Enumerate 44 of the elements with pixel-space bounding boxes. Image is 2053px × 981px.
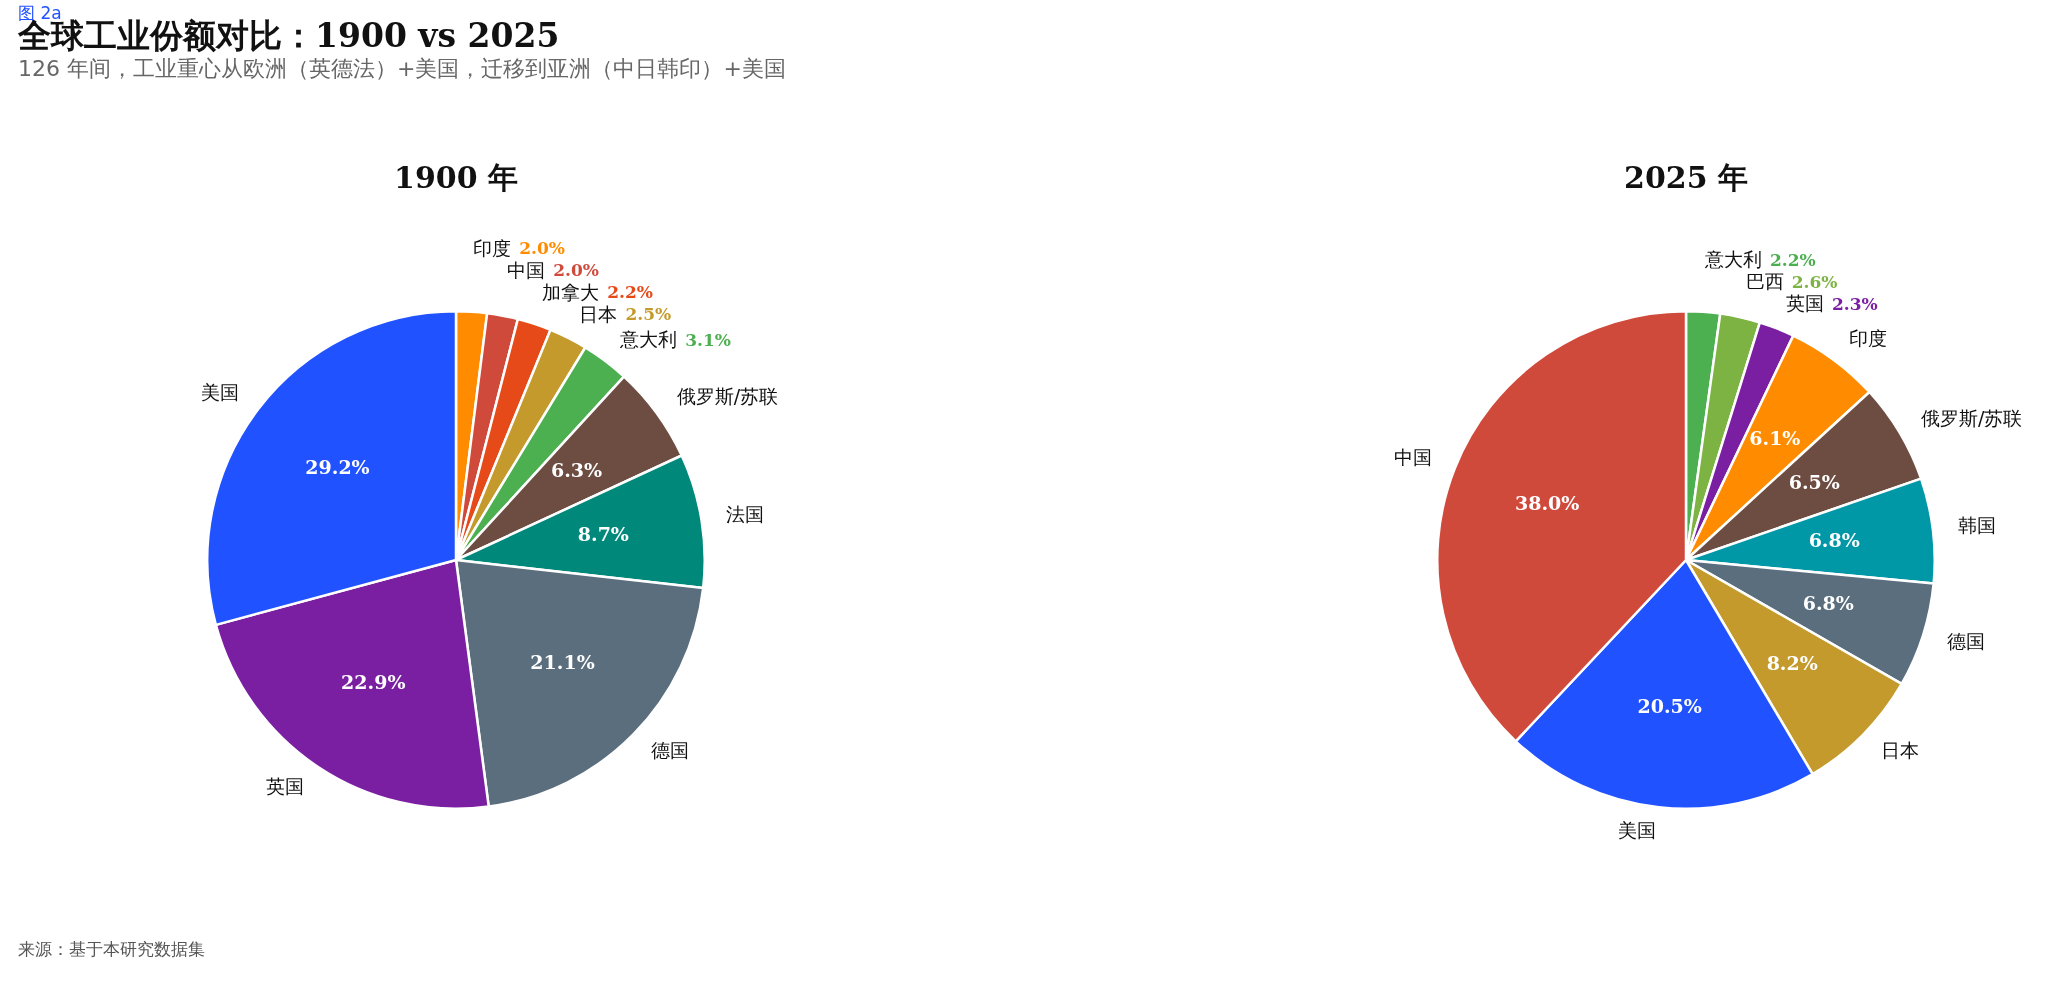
slice-label: 英国 — [266, 774, 305, 797]
slice-label: 中国 — [507, 258, 546, 281]
slice-label: 英国 — [1785, 292, 1824, 315]
slice-label: 德国 — [651, 738, 690, 761]
slice-label: 中国 — [1393, 446, 1432, 469]
data-label: 2.2% — [607, 282, 653, 303]
data-label: 6.8% — [1808, 529, 1860, 552]
slice-label: 法国 — [726, 503, 765, 526]
slice-label: 俄罗斯/苏联 — [1921, 406, 2023, 429]
chart-title: 2025 年 — [1624, 159, 1748, 195]
data-label: 2.5% — [625, 304, 672, 325]
data-label: 6.1% — [1749, 427, 1801, 450]
slice-label: 日本 — [1880, 739, 1919, 762]
data-label: 2.6% — [1791, 271, 1838, 292]
data-label: 29.2% — [305, 456, 370, 479]
chart-title: 1900 年 — [394, 159, 518, 195]
data-label: 3.1% — [685, 329, 732, 350]
slice-label: 日本 — [579, 302, 618, 325]
data-label: 22.9% — [341, 671, 406, 694]
slice-label: 印度 — [1848, 327, 1887, 350]
data-label: 38.0% — [1515, 491, 1580, 514]
data-label: 21.1% — [530, 651, 595, 674]
slice-label: 巴西 — [1745, 270, 1784, 293]
data-label: 6.3% — [550, 458, 603, 481]
slice-label: 俄罗斯/苏联 — [676, 385, 779, 408]
slice-label: 印度 — [473, 236, 512, 259]
data-label: 20.5% — [1637, 695, 1702, 718]
data-label: 2.0% — [553, 260, 600, 281]
data-label: 6.5% — [1788, 470, 1840, 493]
data-label: 6.8% — [1802, 592, 1854, 615]
slice-label: 加拿大 — [542, 280, 600, 303]
slice-label: 美国 — [200, 380, 239, 403]
slice-label: 美国 — [1617, 818, 1656, 841]
data-label: 8.7% — [577, 523, 629, 546]
slice-label: 意大利 — [1703, 248, 1762, 271]
data-label: 2.2% — [1769, 249, 1816, 270]
data-label: 2.0% — [519, 238, 565, 259]
text: 126 年间，工业重心从欧洲（英德法）+美国，迁移到亚洲（中日韩印）+美国 — [18, 55, 786, 83]
slice-label: 德国 — [1946, 629, 1985, 652]
slice-label: 韩国 — [1957, 514, 1996, 537]
slice-label: 意大利 — [619, 328, 678, 351]
source-note: 来源：基于本研究数据集 — [18, 938, 205, 961]
data-label: 8.2% — [1766, 651, 1818, 674]
data-label: 2.3% — [1831, 293, 1878, 314]
